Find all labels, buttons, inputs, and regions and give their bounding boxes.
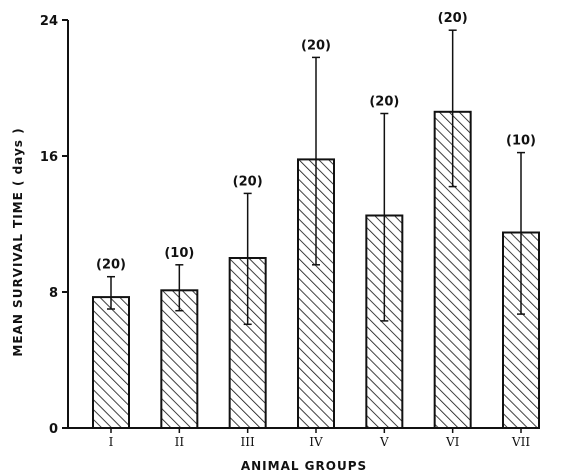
y-axis-label: MEAN SURVIVAL TIME ( days ): [11, 127, 25, 356]
sample-size-labels: (20) (10) (20) (20) (20) (20) (10): [96, 11, 536, 273]
x-tick-label-III: III: [241, 435, 255, 449]
sample-size-label-VII: (10): [506, 134, 536, 149]
y-ticks: 0 8 16 24: [40, 14, 68, 437]
x-tick-label-IV: IV: [309, 435, 323, 449]
x-axis-label: ANIMAL GROUPS: [241, 459, 367, 473]
sample-size-label-II: (10): [164, 246, 194, 261]
x-tick-label-VI: VI: [445, 435, 460, 449]
sample-size-label-IV: (20): [301, 38, 331, 53]
bar-I: [92, 296, 130, 429]
sample-size-label-I: (20): [96, 258, 126, 273]
y-tick-label: 0: [49, 422, 58, 437]
sample-size-label-VI: (20): [438, 11, 468, 26]
x-tick-label-II: II: [175, 435, 185, 449]
bar-II: [160, 289, 199, 429]
y-tick-label: 24: [40, 14, 58, 29]
x-tick-label-I: I: [109, 435, 114, 449]
x-ticks: I II III IV V VI VII: [109, 428, 530, 449]
x-tick-label-V: V: [379, 435, 389, 449]
sample-size-label-V: (20): [369, 95, 399, 110]
y-tick-label: 16: [40, 150, 58, 165]
error-bars: [107, 29, 525, 326]
x-tick-label-VII: VII: [511, 435, 530, 449]
sample-size-label-III: (20): [233, 174, 263, 189]
y-tick-label: 8: [49, 286, 58, 301]
